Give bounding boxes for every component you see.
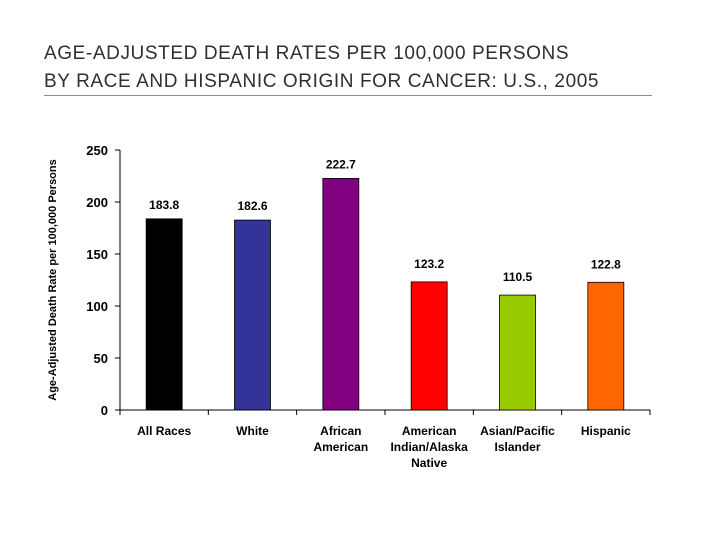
category-label: American bbox=[313, 440, 368, 454]
data-label: 123.2 bbox=[414, 257, 444, 271]
category-label: All Races bbox=[137, 424, 191, 438]
chart-title: AGE-ADJUSTED DEATH RATES PER 100,000 PER… bbox=[44, 40, 684, 96]
title-line-1: AGE-ADJUSTED DEATH RATES PER 100,000 PER… bbox=[44, 43, 570, 64]
bar bbox=[499, 294, 536, 411]
y-axis-label: Age-Adjusted Death Rate per 100,000 Pers… bbox=[47, 159, 59, 400]
bar bbox=[145, 218, 183, 411]
y-tick-label: 0 bbox=[101, 403, 108, 418]
y-tick-label: 250 bbox=[86, 143, 108, 158]
y-tick-label: 200 bbox=[86, 195, 108, 210]
y-tick-label: 100 bbox=[86, 299, 108, 314]
category-label: Hispanic bbox=[581, 424, 631, 438]
category-label: Native bbox=[411, 456, 447, 470]
data-label: 182.6 bbox=[237, 199, 267, 213]
bar bbox=[234, 219, 271, 411]
category-label: Islander bbox=[494, 440, 540, 454]
category-label: White bbox=[236, 424, 269, 438]
category-label: Indian/Alaska bbox=[390, 440, 468, 454]
category-label: African bbox=[320, 424, 361, 438]
y-tick-label: 150 bbox=[86, 247, 108, 262]
data-label: 122.8 bbox=[591, 257, 621, 271]
bar bbox=[322, 177, 360, 411]
bar bbox=[410, 281, 448, 411]
title-underline bbox=[44, 95, 652, 96]
data-label: 110.5 bbox=[503, 270, 533, 284]
data-label: 222.7 bbox=[326, 157, 356, 171]
bar bbox=[587, 281, 625, 411]
y-tick-label: 50 bbox=[94, 351, 108, 366]
category-label: American bbox=[402, 424, 457, 438]
title-line-2: BY RACE AND HISPANIC ORIGIN FOR CANCER: … bbox=[44, 71, 600, 92]
category-label: Asian/Pacific bbox=[480, 424, 555, 438]
data-label: 183.8 bbox=[149, 198, 179, 212]
